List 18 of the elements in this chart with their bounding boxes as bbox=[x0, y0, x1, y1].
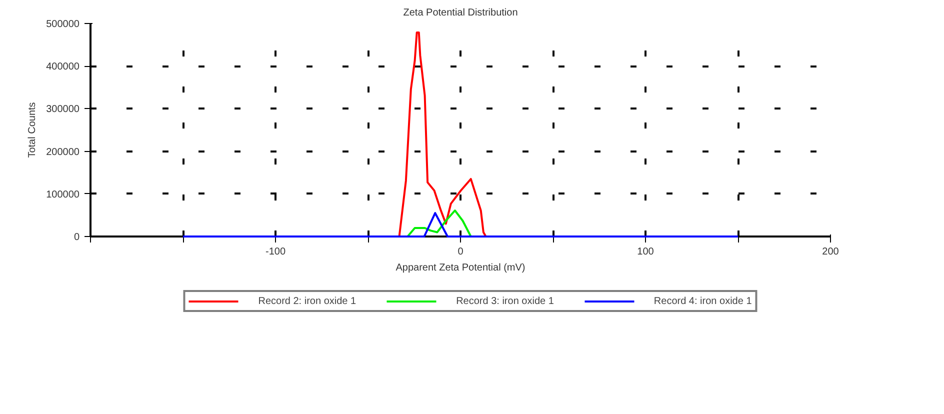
y-tick-label: 100000 bbox=[46, 189, 80, 200]
y-tick-label: 300000 bbox=[46, 104, 80, 116]
y-tick-label: 400000 bbox=[46, 62, 80, 73]
y-tick-label: 200000 bbox=[46, 146, 80, 158]
x-axis-title: Apparent Zeta Potential (mV) bbox=[396, 262, 526, 274]
legend-label: Record 2: iron oxide 1 bbox=[258, 295, 356, 307]
line-series bbox=[406, 210, 472, 238]
line-series bbox=[398, 31, 487, 238]
x-tick-label: 0 bbox=[458, 246, 464, 258]
y-tick-label: 500000 bbox=[46, 19, 80, 30]
y-axis-title: Total Counts bbox=[27, 102, 38, 158]
x-tick-label: -100 bbox=[265, 246, 286, 258]
legend-label: Record 4: iron oxide 1 bbox=[654, 295, 752, 307]
x-tick-label: 100 bbox=[637, 246, 654, 258]
x-tick-label: 200 bbox=[822, 246, 840, 258]
chart-title: Zeta Potential Distribution bbox=[403, 8, 518, 18]
y-tick-label: 0 bbox=[74, 232, 80, 243]
legend-label: Record 3: iron oxide 1 bbox=[456, 295, 554, 307]
